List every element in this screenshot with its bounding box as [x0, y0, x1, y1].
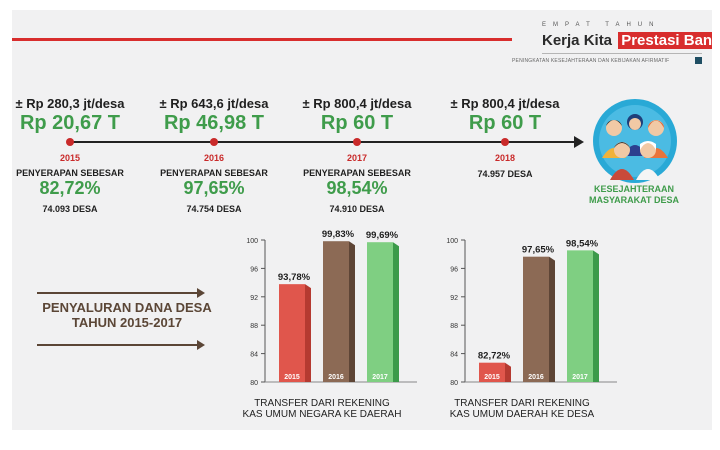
serap-pct-2015: 82,72% — [39, 178, 101, 198]
bar-value-label: 99,69% — [366, 230, 399, 241]
brand-top-text: EMPAT TAHUN — [542, 22, 661, 28]
bar-category-label: 2016 — [528, 374, 544, 381]
label-arrow-bottom-head-icon — [197, 340, 205, 350]
bar-category-label: 2015 — [484, 374, 500, 381]
bar-value-label: 82,72% — [478, 351, 511, 362]
header-red-line — [12, 38, 512, 41]
timeline-dot-2017 — [353, 138, 361, 146]
bar-2015 — [479, 362, 505, 382]
goal-line-2: MASYARAKAT DESA — [588, 195, 679, 205]
total-2018: Rp 60 T — [468, 112, 542, 134]
per-desa-2018: ± Rp 800,4 jt/desa — [450, 96, 560, 111]
bar-value-label: 97,65% — [522, 245, 555, 256]
caption-1-line-2: KAS UMUM NEGARA KE DAERAH — [242, 409, 402, 420]
y-tick-label: 96 — [250, 266, 258, 273]
goal-line-1: KESEJAHTERAAN — [593, 184, 674, 194]
label-arrow-top-head-icon — [197, 288, 205, 298]
chart-caption-2: TRANSFER DARI REKENING KAS UMUM DAERAH K… — [422, 398, 622, 420]
desa-2017: 74.910 DESA — [329, 204, 385, 214]
community-people-icon — [593, 99, 677, 183]
bar-side-2017 — [593, 250, 599, 382]
bar-2016 — [523, 256, 549, 382]
timeline-arrow-icon — [574, 136, 584, 148]
bar-side-2016 — [349, 241, 355, 382]
total-2017: Rp 60 T — [320, 112, 394, 134]
bar-category-label: 2017 — [572, 374, 588, 381]
y-tick-label: 92 — [250, 295, 258, 302]
bar-category-label: 2017 — [372, 374, 388, 381]
bar-side-2015 — [505, 362, 511, 382]
y-tick-label: 100 — [246, 238, 258, 245]
brand-subtitle: PENINGKATAN KESEJAHTERAAN DAN KEBIJAKAN … — [512, 58, 670, 64]
y-tick-label: 96 — [450, 266, 458, 273]
chart-kas-daerah: 100 96 92 88 84 80 82,72% 2015 97,65% 2016 98,54% 2… — [446, 238, 617, 387]
penyaluran-label: PENYALURAN DANA DESA TAHUN 2015-2017 — [42, 300, 212, 330]
year-2017: 2017 — [346, 153, 368, 163]
per-desa-2017: ± Rp 800,4 jt/desa — [302, 96, 412, 111]
bar-2017 — [367, 242, 393, 382]
total-2016: Rp 46,98 T — [163, 112, 265, 134]
brand-highlight: Prestasi Bangsa — [618, 32, 712, 49]
penyaluran-line-2: TAHUN 2015-2017 — [71, 315, 183, 330]
label-arrow-top — [37, 292, 197, 294]
total-2015: Rp 20,67 T — [19, 112, 121, 134]
timeline-dot-2016 — [210, 138, 218, 146]
serap-label-2015: PENYERAPAN SEBESAR — [16, 168, 124, 178]
year-2015: 2015 — [59, 153, 81, 163]
brand-logo: Kerja Kita Prestasi Bangsa — [542, 32, 712, 49]
y-tick-label: 88 — [450, 323, 458, 330]
desa-2018: 74.957 DESA — [477, 169, 533, 179]
y-tick-label: 80 — [450, 380, 458, 387]
y-tick-label: 92 — [450, 295, 458, 302]
bar-value-label: 99,83% — [322, 230, 355, 240]
y-tick-label: 84 — [450, 352, 458, 359]
bar-side-2016 — [549, 256, 555, 382]
serap-label-2016: PENYERAPAN SEBESAR — [160, 168, 268, 178]
bar-category-label: 2016 — [328, 374, 344, 381]
per-desa-2016: ± Rp 643,6 jt/desa — [159, 96, 269, 111]
infographic-panel: EMPAT TAHUN Kerja Kita Prestasi Bangsa P… — [12, 10, 712, 430]
label-arrow-bottom — [37, 344, 197, 346]
y-tick-label: 84 — [250, 352, 258, 359]
serap-pct-2017: 98,54% — [326, 178, 388, 198]
bar-value-label: 93,78% — [278, 272, 311, 283]
caption-2-line-2: KAS UMUM DAERAH KE DESA — [449, 409, 595, 420]
per-desa-2015: ± Rp 280,3 jt/desa — [15, 96, 125, 111]
caption-1-line-1: TRANSFER DARI REKENING — [254, 398, 390, 409]
brand-square-icon — [695, 57, 702, 64]
serap-pct-2016: 97,65% — [183, 178, 245, 198]
timeline-dot-2015 — [66, 138, 74, 146]
goal-label: KESEJAHTERAAN MASYARAKAT DESA — [584, 184, 684, 206]
bar-category-label: 2015 — [284, 374, 300, 381]
y-tick-label: 80 — [250, 380, 258, 387]
chart-kas-negara: 100 96 92 88 84 80 93,78% 2015 99,83% 2016 99,69% 2… — [246, 230, 417, 387]
bar-2016 — [323, 241, 349, 382]
timeline-line — [67, 141, 577, 143]
bar-value-label: 98,54% — [566, 238, 599, 249]
brand-divider — [542, 53, 702, 54]
bar-side-2015 — [305, 284, 311, 382]
brand-prefix: Kerja Kita — [542, 32, 613, 49]
timeline-dot-2018 — [501, 138, 509, 146]
year-2016: 2016 — [203, 153, 225, 163]
desa-2016: 74.754 DESA — [186, 204, 242, 214]
bar-2015 — [279, 284, 305, 382]
desa-2015: 74.093 DESA — [42, 204, 98, 214]
year-2018: 2018 — [494, 153, 516, 163]
bar-side-2017 — [393, 242, 399, 382]
caption-2-line-1: TRANSFER DARI REKENING — [454, 398, 590, 409]
bar-2017 — [567, 250, 593, 382]
y-tick-label: 88 — [250, 323, 258, 330]
y-tick-label: 100 — [446, 238, 458, 245]
serap-label-2017: PENYERAPAN SEBESAR — [303, 168, 411, 178]
penyaluran-line-1: PENYALURAN DANA DESA — [42, 300, 212, 315]
chart-caption-1: TRANSFER DARI REKENING KAS UMUM NEGARA K… — [222, 398, 422, 420]
